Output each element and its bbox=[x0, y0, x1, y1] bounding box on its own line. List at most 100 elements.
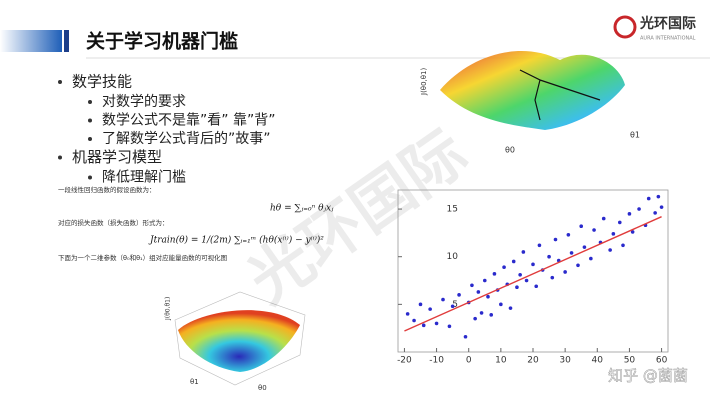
point bbox=[534, 284, 539, 289]
point bbox=[473, 316, 477, 321]
point bbox=[553, 237, 558, 242]
sub-bullet: 对数学的要求 bbox=[102, 94, 186, 110]
formula: Jtrain(θ) = 1/(2m) ∑ᵢ₌₁ᵐ (hθ(x⁽ⁱ⁾) − y⁽ⁱ… bbox=[148, 235, 324, 246]
point bbox=[502, 265, 506, 269]
z-label: J(θ0,θ1) bbox=[420, 68, 428, 96]
point bbox=[653, 211, 657, 215]
point bbox=[470, 283, 474, 288]
point bbox=[576, 263, 580, 268]
y-label: θ0 bbox=[258, 384, 267, 392]
point bbox=[630, 230, 635, 234]
y-tick-label: 5 bbox=[452, 300, 458, 310]
x-label: θ0 bbox=[505, 146, 515, 155]
y-tick-label: 10 bbox=[447, 252, 459, 262]
bullet-dot bbox=[88, 118, 92, 123]
point bbox=[637, 207, 641, 211]
point bbox=[627, 212, 632, 216]
bullet: 机器学习模型 bbox=[72, 148, 162, 166]
point bbox=[621, 243, 625, 248]
x-tick-label: 30 bbox=[559, 356, 571, 366]
logo-subtitle: AURA INTERNATIONAL bbox=[640, 36, 696, 42]
header-bar bbox=[64, 30, 69, 52]
point bbox=[656, 194, 661, 199]
point bbox=[486, 294, 490, 299]
bullet-dot bbox=[58, 155, 62, 160]
point bbox=[537, 243, 542, 248]
slide-title: 关于学习机器门槛 bbox=[86, 30, 238, 53]
point bbox=[508, 306, 513, 310]
x-tick-label: -10 bbox=[429, 356, 444, 366]
point bbox=[418, 302, 423, 307]
surface bbox=[440, 51, 625, 130]
point bbox=[499, 302, 503, 307]
point bbox=[659, 205, 664, 209]
bullet-dot bbox=[58, 80, 62, 84]
caption: 对应的损失函数（损失函数）形式为： bbox=[58, 218, 169, 227]
point bbox=[405, 312, 410, 316]
descent-path bbox=[519, 69, 601, 121]
point bbox=[428, 307, 432, 311]
point bbox=[434, 321, 439, 326]
point bbox=[563, 270, 567, 274]
caption: 一段线性回归函数的假设函数为： bbox=[58, 185, 156, 194]
point bbox=[511, 259, 516, 264]
point bbox=[524, 278, 529, 283]
point bbox=[592, 228, 596, 232]
point bbox=[566, 232, 571, 237]
bullet: 数学技能 bbox=[72, 73, 132, 91]
sub-bullet: 数学公式不是靠”看” 靠”背” bbox=[102, 113, 275, 129]
bowl-box bbox=[174, 291, 306, 386]
z-label: J(θ0,θ1) bbox=[165, 297, 172, 321]
point bbox=[450, 304, 455, 309]
x-tick-label: 40 bbox=[592, 356, 604, 366]
x-tick-label: 60 bbox=[656, 356, 668, 366]
point bbox=[589, 256, 593, 261]
point bbox=[579, 224, 584, 229]
point bbox=[412, 318, 416, 323]
point bbox=[617, 220, 622, 225]
x-tick-label: 10 bbox=[495, 356, 507, 366]
point bbox=[489, 313, 494, 317]
y-tick-label: 15 bbox=[447, 205, 458, 215]
x-tick-label: 50 bbox=[624, 356, 636, 366]
point bbox=[515, 285, 519, 290]
point bbox=[569, 251, 574, 255]
x-label: θ1 bbox=[190, 378, 199, 386]
point bbox=[457, 293, 461, 297]
point bbox=[492, 272, 497, 276]
point bbox=[582, 245, 587, 249]
point bbox=[476, 290, 481, 294]
surface-figure: J(θ0,θ1) θ0 θ1 bbox=[420, 51, 640, 155]
point bbox=[531, 262, 535, 267]
scatter-chart: -20 -10 0 10 20 30 40 50 60 5 10 15 bbox=[397, 189, 669, 366]
bullet-dot bbox=[88, 137, 92, 141]
point bbox=[447, 324, 452, 329]
bowl-surface bbox=[178, 310, 300, 372]
sub-bullet: 了解数学公式背后的”故事” bbox=[102, 131, 271, 147]
point bbox=[518, 273, 522, 277]
logo-mark bbox=[613, 15, 637, 39]
point bbox=[482, 278, 487, 283]
point bbox=[441, 297, 445, 302]
sub-bullet: 降低理解门槛 bbox=[102, 170, 186, 186]
point bbox=[550, 275, 555, 280]
point bbox=[547, 254, 551, 259]
y-label: θ1 bbox=[630, 131, 640, 140]
bullet-dot bbox=[88, 175, 92, 180]
point bbox=[608, 248, 612, 252]
bowl-figure: J(θ0,θ1) θ1 θ0 bbox=[165, 291, 306, 392]
plot-frame bbox=[397, 189, 669, 353]
fit-line bbox=[404, 216, 662, 332]
bullet-dot bbox=[88, 100, 92, 104]
point bbox=[611, 232, 616, 236]
point bbox=[479, 311, 484, 315]
point bbox=[521, 250, 526, 254]
credit: 知乎 @菌菌 bbox=[608, 367, 688, 385]
caption: 下面为一个二维参数（θ₀和θ₁）组对应能量函数的可视化图 bbox=[58, 253, 227, 262]
point bbox=[601, 216, 606, 221]
point bbox=[463, 334, 468, 339]
header-band bbox=[0, 30, 62, 52]
logo-name: 光环国际 bbox=[639, 15, 696, 32]
x-tick-label: 20 bbox=[527, 356, 539, 366]
